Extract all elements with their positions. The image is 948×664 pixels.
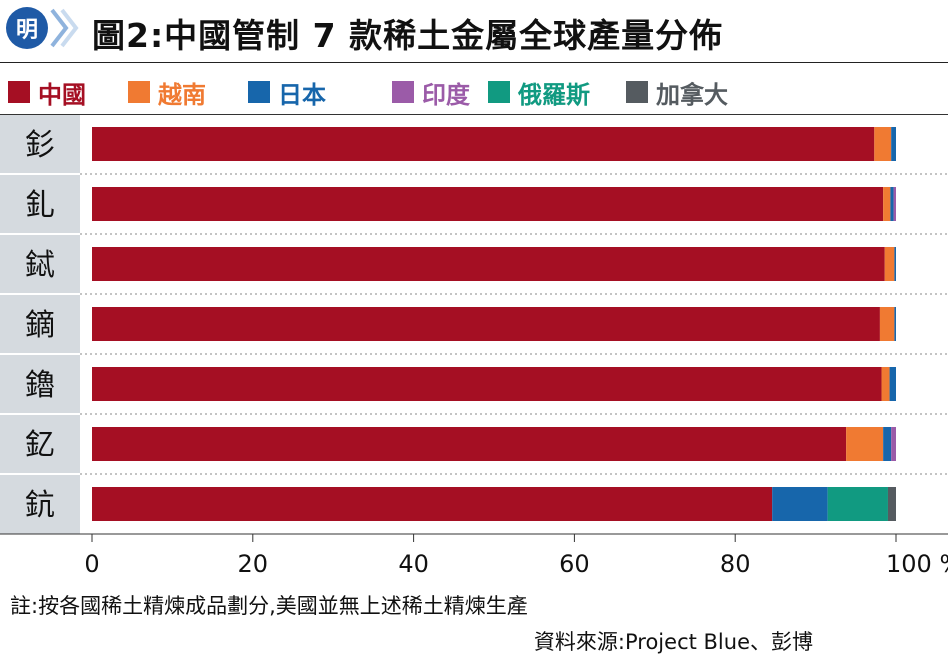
legend-label: 印度 <box>422 80 470 109</box>
legend-swatch <box>248 81 270 103</box>
bar-segment <box>92 247 885 281</box>
bar-segment <box>881 367 890 401</box>
bar-segment <box>772 487 828 521</box>
category-label: 鑥 <box>25 368 55 403</box>
bar-segment <box>874 127 892 161</box>
chevron-right-icon <box>50 8 79 48</box>
bar-segment <box>894 247 896 281</box>
bar-segment <box>894 307 896 341</box>
bar-segment <box>92 187 884 221</box>
legend-swatch <box>392 81 414 103</box>
bar-segment <box>827 487 888 521</box>
bar-segment <box>883 187 891 221</box>
x-tick-label: 100 % <box>886 550 948 578</box>
legend-swatch <box>128 81 150 103</box>
category-label: 鏑 <box>25 308 55 343</box>
legend-label: 越南 <box>158 80 206 109</box>
legend-item: 中國 <box>8 76 86 109</box>
bar-segment <box>891 127 896 161</box>
bar-segment <box>92 307 880 341</box>
category-label: 釓 <box>25 188 55 223</box>
bar-segment <box>891 427 896 461</box>
legend-label: 俄羅斯 <box>518 80 590 109</box>
legend-item: 日本 <box>248 76 326 109</box>
x-tick-label: 0 <box>84 550 99 578</box>
legend-item: 加拿大 <box>626 76 728 109</box>
x-tick-label: 80 <box>720 550 751 578</box>
category-label: 釤 <box>25 128 55 163</box>
header: 明 圖2:中國管制 7 款稀土金屬全球產量分佈 <box>0 0 948 60</box>
legend-swatch <box>8 81 30 103</box>
header-divider <box>0 62 948 63</box>
x-tick-label: 40 <box>398 550 429 578</box>
bar-segment <box>893 187 896 221</box>
legend-label: 加拿大 <box>656 80 728 109</box>
legend-item: 俄羅斯 <box>488 76 590 109</box>
legend-swatch <box>488 81 510 103</box>
x-tick-label: 60 <box>559 550 590 578</box>
bar-segment <box>92 427 847 461</box>
legend-item: 印度 <box>392 76 470 109</box>
legend-label: 中國 <box>38 80 86 109</box>
legend-swatch <box>626 81 648 103</box>
footnote: 註:按各國稀土精煉成品劃分,美國並無上述稀土精煉生產 <box>10 594 528 618</box>
bar-segment <box>92 487 773 521</box>
bar-segment <box>846 427 884 461</box>
bar-segment <box>884 247 895 281</box>
legend-label: 日本 <box>278 80 326 109</box>
bar-segment <box>889 367 896 401</box>
logo: 明 <box>6 7 48 49</box>
source-note: 資料來源:Project Blue、彭博 <box>533 630 813 654</box>
logo-text: 明 <box>15 18 38 43</box>
category-label: 釔 <box>25 428 55 463</box>
bar-segment <box>92 127 875 161</box>
x-tick-label: 20 <box>238 550 269 578</box>
bar-segment <box>92 367 882 401</box>
bar-segment <box>883 427 892 461</box>
category-label: 鋱 <box>25 248 55 283</box>
category-label: 鈧 <box>25 488 55 523</box>
bar-segment <box>879 307 895 341</box>
legend-item: 越南 <box>128 76 206 109</box>
chart-title: 圖2:中國管制 7 款稀土金屬全球產量分佈 <box>92 16 724 55</box>
bar-segment <box>887 487 896 521</box>
category-label-panel <box>0 114 80 534</box>
bar-segment <box>890 187 894 221</box>
